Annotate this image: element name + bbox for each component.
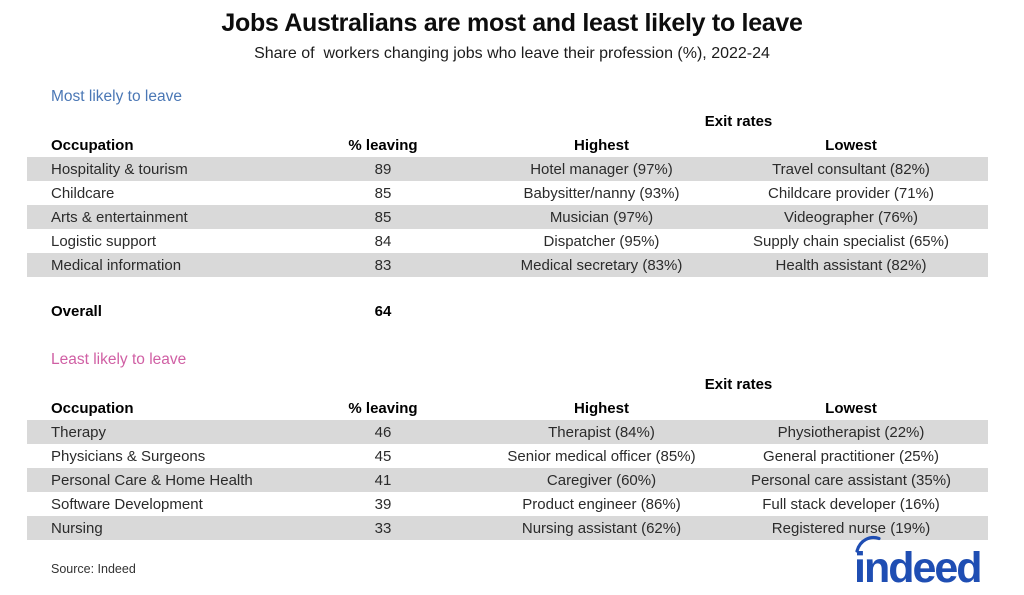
indeed-logo: indeed <box>854 536 983 590</box>
pct-cell: 45 <box>374 447 392 465</box>
highest-cell: Hotel manager (97%) <box>530 160 673 178</box>
table-row: Medical information 83 Medical secretary… <box>27 253 989 277</box>
header-spacer <box>27 112 489 131</box>
pct-cell: 85 <box>374 208 392 226</box>
table-row: Software Development 39 Product engineer… <box>27 492 988 516</box>
overall-row: Overall 64 <box>27 299 988 323</box>
indeed-logo-text: indeed <box>854 544 981 590</box>
page-subtitle: Share of workers changing jobs who leave… <box>254 45 770 62</box>
highest-cell: Caregiver (60%) <box>546 471 657 489</box>
occupation-cell: Therapy <box>51 423 107 441</box>
header-spacer <box>27 375 489 394</box>
table-row: Logistic support 84 Dispatcher (95%) Sup… <box>27 229 988 253</box>
pct-cell: 83 <box>374 256 392 274</box>
lowest-cell: Childcare provider (71%) <box>768 184 934 202</box>
section-label-least-likely: Least likely to leave <box>51 351 187 368</box>
occupation-cell: Personal Care & Home Health <box>51 471 253 489</box>
section-label-most-likely: Most likely to leave <box>51 88 182 105</box>
occupation-cell: Nursing <box>51 519 103 537</box>
highest-cell: Babysitter/nanny (93%) <box>523 184 680 202</box>
highest-cell: Product engineer (86%) <box>522 495 681 513</box>
lowest-cell: Registered nurse (19%) <box>771 519 931 537</box>
table-row: Hospitality & tourism 89 Hotel manager (… <box>27 157 989 181</box>
pct-cell: 85 <box>374 184 392 202</box>
table-row: Personal Care & Home Health 41 Caregiver… <box>27 468 989 492</box>
occupation-cell: Hospitality & tourism <box>51 160 188 178</box>
lowest-cell: Full stack developer (16%) <box>762 495 940 513</box>
highest-cell: Therapist (84%) <box>548 423 655 441</box>
column-header-occupation: Occupation <box>51 400 134 417</box>
pct-cell: 39 <box>374 495 392 513</box>
table-row: Childcare 85 Babysitter/nanny (93%) Chil… <box>27 181 988 205</box>
column-header-highest: Highest <box>573 400 629 417</box>
exit-rates-header-row: Exit rates <box>27 112 988 131</box>
lowest-cell: Personal care assistant (35%) <box>750 471 952 489</box>
occupation-cell: Childcare <box>51 184 115 202</box>
highest-cell: Musician (97%) <box>549 208 654 226</box>
overall-row-table: Overall 64 <box>27 299 988 323</box>
most-likely-table: Exit rates Occupation % leaving Highest … <box>27 112 989 277</box>
occupation-cell: Logistic support <box>51 232 157 250</box>
pct-cell: 46 <box>374 423 392 441</box>
exit-rates-group-header: Exit rates <box>704 376 773 393</box>
column-header-occupation: Occupation <box>51 137 134 154</box>
pct-cell: 33 <box>374 519 392 537</box>
column-header-pct-leaving: % leaving <box>348 137 418 154</box>
overall-value: 64 <box>374 302 392 320</box>
exit-rates-group-header: Exit rates <box>704 113 773 130</box>
column-header-lowest: Lowest <box>825 137 877 154</box>
table-row: Physicians & Surgeons 45 Senior medical … <box>27 444 988 468</box>
lowest-cell: Supply chain specialist (65%) <box>753 232 949 250</box>
page-title: Jobs Australians are most and least like… <box>221 9 803 37</box>
lowest-cell: Videographer (76%) <box>784 208 918 226</box>
lowest-cell: Travel consultant (82%) <box>772 160 930 178</box>
highest-cell: Senior medical officer (85%) <box>507 447 696 465</box>
occupation-cell: Arts & entertainment <box>51 208 188 226</box>
table-row: Arts & entertainment 85 Musician (97%) V… <box>27 205 989 229</box>
pct-cell: 41 <box>374 471 392 489</box>
occupation-cell: Physicians & Surgeons <box>51 447 206 465</box>
highest-cell: Medical secretary (83%) <box>520 256 683 274</box>
overall-label: Overall <box>51 302 102 320</box>
empty-cell <box>489 299 714 323</box>
column-header-highest: Highest <box>573 137 629 154</box>
least-likely-table: Exit rates Occupation % leaving Highest … <box>27 375 989 540</box>
table-row: Nursing 33 Nursing assistant (62%) Regis… <box>27 516 989 540</box>
exit-rates-header-row: Exit rates <box>27 375 988 394</box>
lowest-cell: General practitioner (25%) <box>763 447 939 465</box>
column-header-pct-leaving: % leaving <box>348 400 418 417</box>
pct-cell: 89 <box>374 160 392 178</box>
table-row: Therapy 46 Therapist (84%) Physiotherapi… <box>27 420 989 444</box>
occupation-cell: Software Development <box>51 495 203 513</box>
column-header-lowest: Lowest <box>825 400 877 417</box>
pct-cell: 84 <box>374 232 392 250</box>
lowest-cell: Physiotherapist (22%) <box>777 423 925 441</box>
empty-cell <box>714 299 988 323</box>
highest-cell: Nursing assistant (62%) <box>521 519 682 537</box>
highest-cell: Dispatcher (95%) <box>543 232 660 250</box>
source-note: Source: Indeed <box>51 562 136 576</box>
lowest-cell: Health assistant (82%) <box>775 256 927 274</box>
column-header-row: Occupation % leaving Highest Lowest <box>27 131 988 157</box>
swoosh-icon <box>855 536 881 553</box>
column-header-row: Occupation % leaving Highest Lowest <box>27 394 988 420</box>
occupation-cell: Medical information <box>51 256 182 274</box>
